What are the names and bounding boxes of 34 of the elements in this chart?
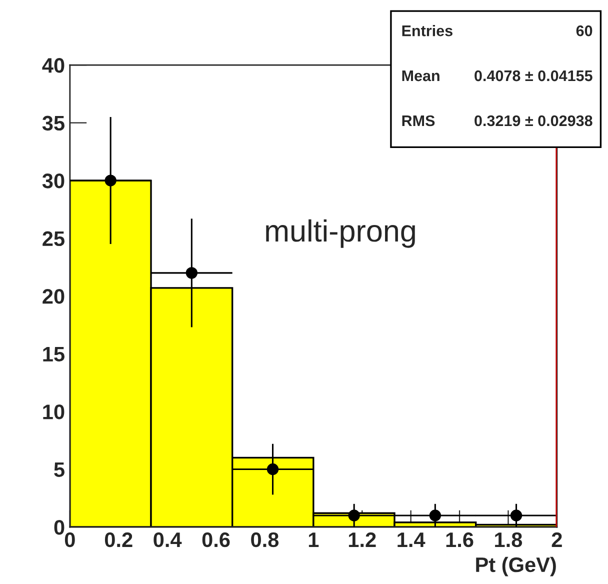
annotation: 0.3219 ± 0.02938 [474,115,592,126]
y-tick-label: 25 [42,231,64,246]
point [510,510,522,522]
y-tick-label: 0 [54,520,64,535]
x-tick-label: 1 [308,532,319,547]
point [104,174,116,186]
x-tick-label: 1.4 [398,532,426,547]
y-tick-label: 20 [42,289,64,304]
x-axis-title: Pt (GeV) [476,556,556,576]
point [348,510,360,522]
x-tick-label: 0 [64,532,75,548]
annotation: multi-prong [266,219,415,248]
annotation: 0.4078 ± 0.04155 [474,70,592,82]
y-tick-label: 5 [54,462,64,478]
x-tick-label: 1.2 [348,532,376,547]
point [186,267,198,279]
point [266,463,279,476]
text: Entries [402,25,452,36]
annotation: RMS [402,115,435,126]
annotation: Mean [402,70,440,82]
x-tick-label: 0.4 [154,532,182,548]
y-tick-label: 35 [42,116,64,131]
x-tick-label: 0.6 [202,532,230,548]
y-tick-label: 10 [43,404,64,420]
x-tick-label: 2 [552,532,562,547]
y-tick-label: 40 [42,58,64,73]
y-tick-label: 30 [42,174,64,188]
x-tick-label: 0.8 [251,532,279,548]
x-tick-label: 1.8 [495,532,522,548]
y-tick-label: 15 [43,346,64,362]
text: 60 [576,25,592,36]
x-tick-label: 1.6 [446,532,474,548]
point [429,510,442,522]
x-tick-label: 0.2 [104,532,132,548]
